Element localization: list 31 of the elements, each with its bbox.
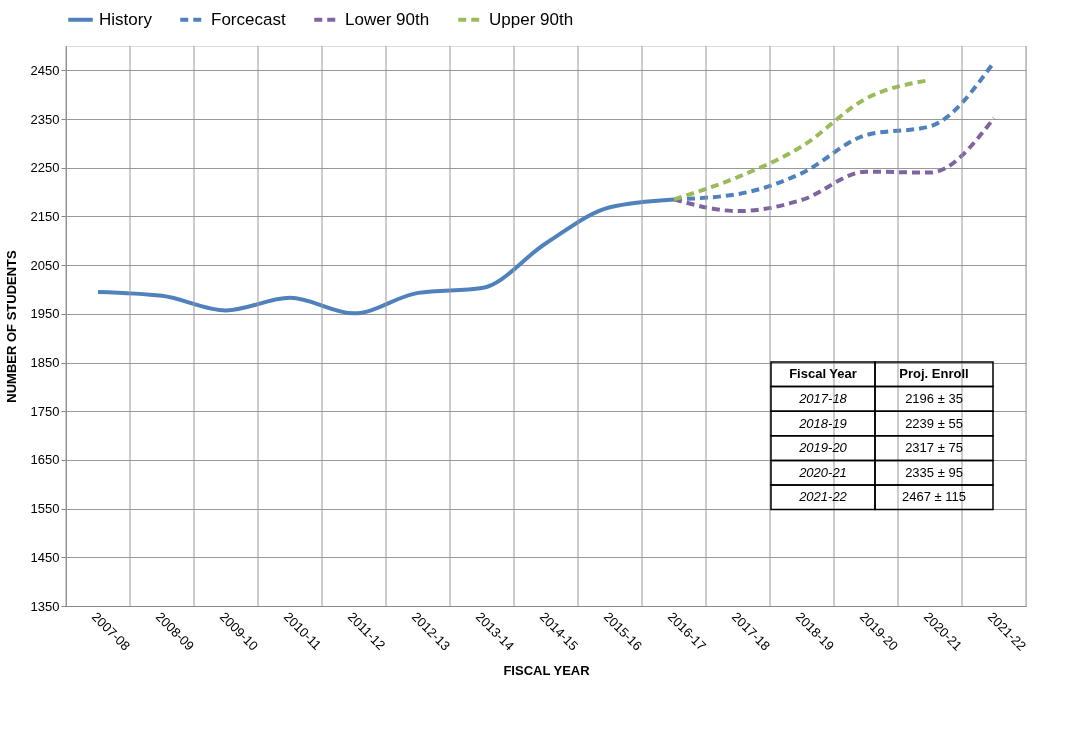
annotation: 2021-22 (798, 489, 848, 505)
annotation: 2019-20 (798, 440, 848, 456)
y-tick-label: 1350 (30, 598, 60, 614)
y-tick-label: 1450 (30, 549, 60, 565)
annotation: 2317 ± 75 (905, 440, 963, 456)
legend-label: History (99, 9, 153, 29)
annotation: 2239 ± 55 (905, 415, 963, 431)
y-tick-label: 1650 (30, 452, 60, 468)
annotation: Proj. Enroll (899, 366, 969, 382)
y-tick-label: 2050 (30, 257, 60, 273)
y-tick-label: 1850 (30, 355, 60, 371)
annotation: Fiscal Year (789, 366, 857, 382)
annotation: 2018-19 (798, 415, 847, 431)
y-tick-label: 2450 (30, 62, 60, 78)
y-axis-title: NUMBER OF STUDENTS (3, 249, 19, 403)
y-tick-label: 2150 (30, 208, 60, 224)
y-tick-label: 1550 (30, 501, 60, 517)
y-tick-label: 2350 (30, 111, 60, 127)
y-tick-label: 2250 (30, 160, 60, 176)
legend-label: Upper 90th (489, 9, 574, 29)
line-series (672, 116, 996, 214)
annotation: 2335 ± 95 (905, 464, 963, 480)
y-tick-label: 1950 (30, 306, 60, 322)
annotation: 2196 ± 35 (905, 390, 963, 406)
annotation: 2020-21 (798, 464, 847, 480)
annotation: 2467 ± 115 (901, 489, 967, 505)
legend-label: Forcecast (211, 9, 286, 29)
x-axis-title: FISCAL YEAR (503, 663, 591, 679)
annotation: 2017-18 (798, 390, 848, 406)
y-tick-label: 1750 (30, 403, 60, 419)
legend-label: Lower 90th (345, 9, 430, 29)
